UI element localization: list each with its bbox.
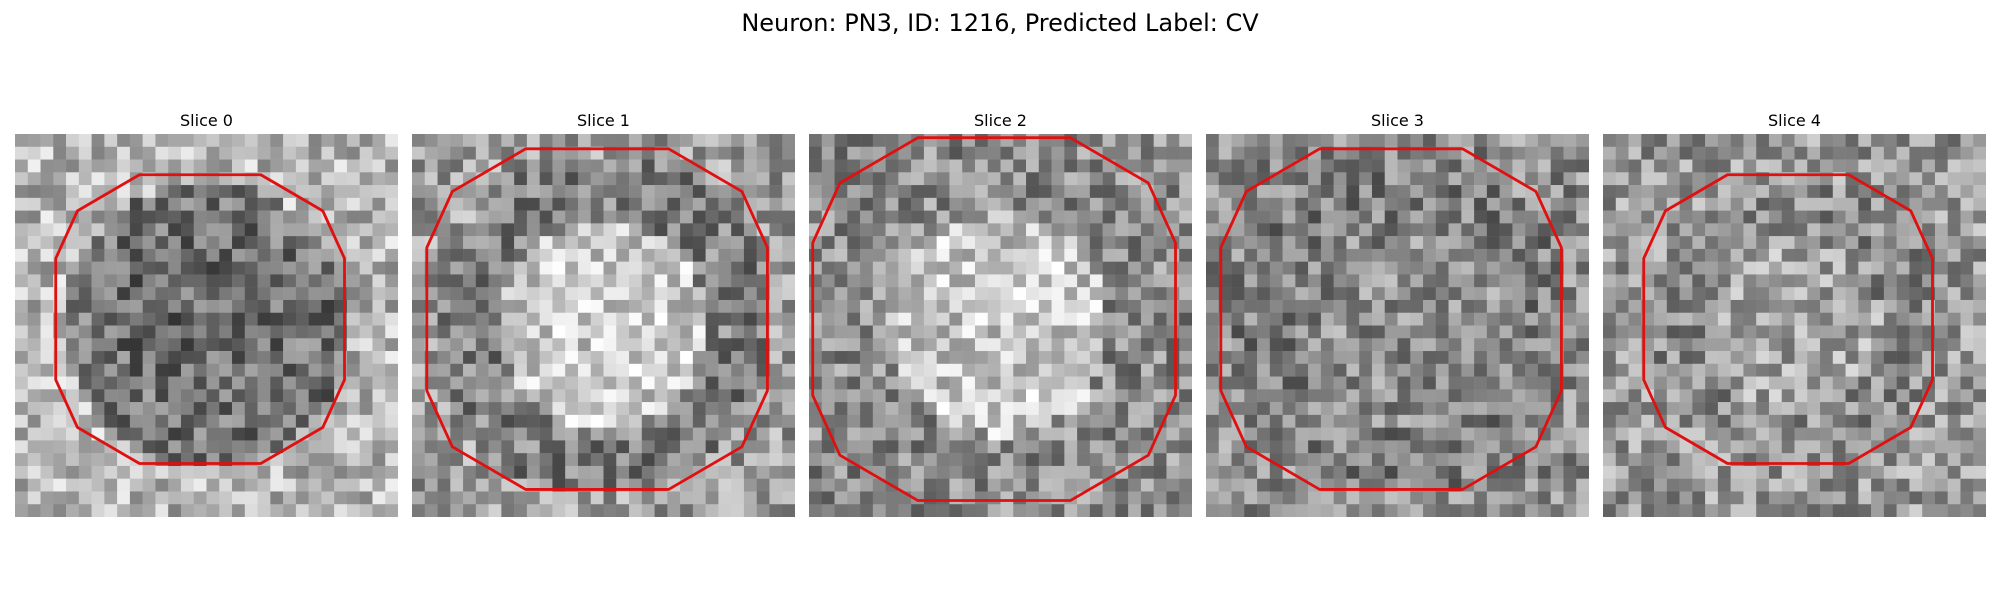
slice-panel-2: Slice 2 [809, 108, 1192, 517]
cell-contour [1642, 173, 1934, 465]
pixel-grid [15, 134, 398, 517]
slice-panel-1: Slice 1 [412, 108, 795, 517]
cell-contour [1219, 147, 1563, 491]
figure-title: Neuron: PN3, ID: 1216, Predicted Label: … [741, 9, 1259, 37]
pixel-grid [1206, 134, 1589, 517]
slice-title: Slice 2 [974, 111, 1027, 130]
slice-panel-4: Slice 4 [1603, 108, 1986, 517]
cell-contour [54, 173, 346, 465]
cell-contour [811, 136, 1177, 502]
slice-image [15, 134, 398, 517]
slice-title: Slice 4 [1768, 111, 1821, 130]
pixel-grid [412, 134, 795, 517]
cell-contour [425, 147, 769, 491]
slice-title: Slice 3 [1371, 111, 1424, 130]
pixel-grid [809, 134, 1192, 517]
pixel-grid [1603, 134, 1986, 517]
slice-image [1603, 134, 1986, 517]
slice-image [809, 134, 1192, 517]
slice-image [1206, 134, 1589, 517]
slice-panel-3: Slice 3 [1206, 108, 1589, 517]
slice-title: Slice 1 [577, 111, 630, 130]
slice-title: Slice 0 [180, 111, 233, 130]
slice-panel-0: Slice 0 [15, 108, 398, 517]
slice-image [412, 134, 795, 517]
